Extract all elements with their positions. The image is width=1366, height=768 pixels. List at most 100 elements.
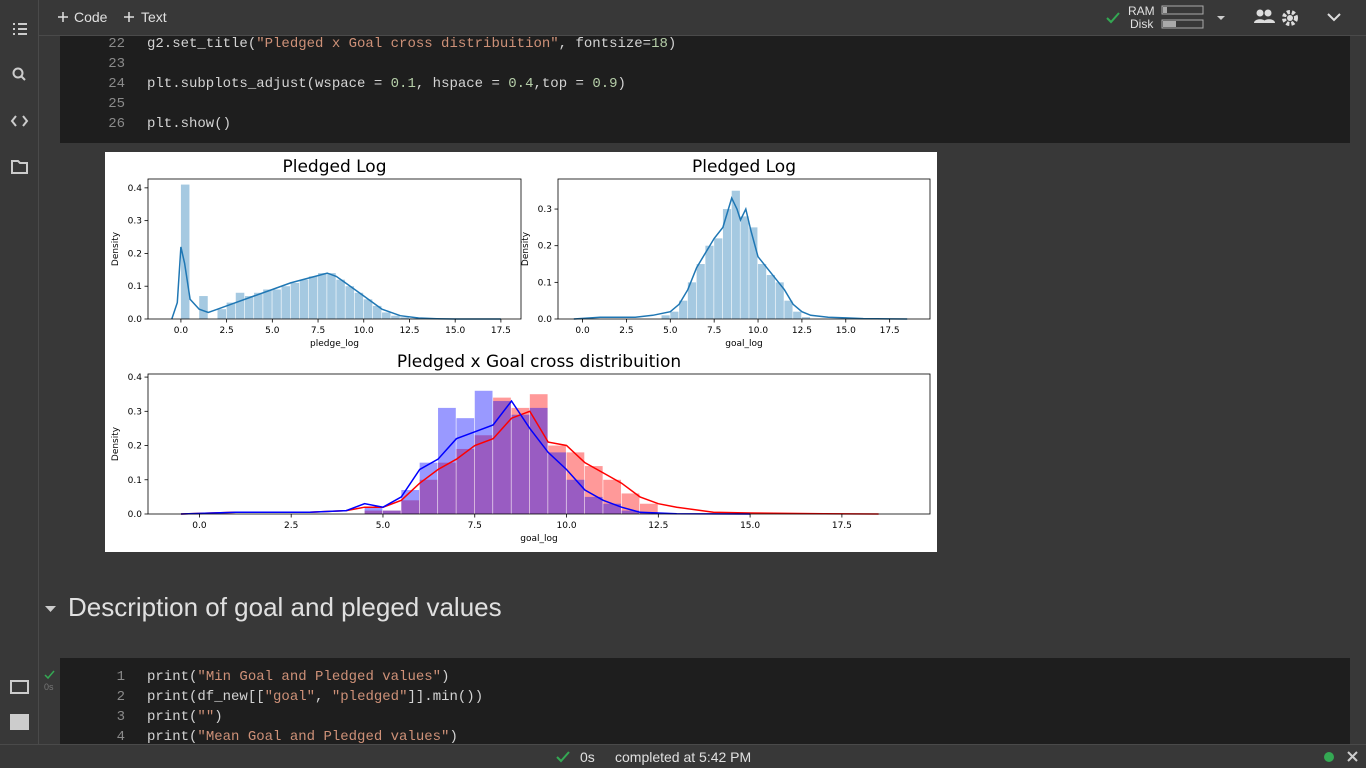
histogram-bar bbox=[784, 300, 793, 319]
line-number: 26 bbox=[108, 116, 125, 132]
chart-title: Pledged Log bbox=[692, 157, 796, 177]
histogram-bar bbox=[382, 312, 391, 319]
histogram-bar bbox=[793, 311, 802, 319]
connected-check bbox=[1106, 12, 1120, 24]
kde-line bbox=[573, 196, 908, 320]
x-axis-label: pledge_log bbox=[310, 339, 359, 349]
ram-label: RAM bbox=[1128, 4, 1155, 18]
code-line: print("Mean Goal and Pledged values") bbox=[147, 729, 458, 744]
plot-output: 0.0 2.5 5.0 7.5 10.0 12.5 15.0 17.5 0.0 0.1 0.2 0.3… bbox=[105, 152, 937, 552]
x-tick-label: 17.5 bbox=[832, 521, 852, 531]
run-check bbox=[44, 670, 55, 680]
x-tick-label: 2.5 bbox=[219, 326, 233, 336]
x-axis-label: goal_log bbox=[725, 339, 762, 349]
code-token: ) bbox=[441, 669, 450, 685]
add-text-button[interactable]: Text bbox=[141, 9, 167, 25]
toolbar: Code Text RAM Disk bbox=[39, 0, 1366, 36]
x-tick-label: 5.0 bbox=[265, 326, 280, 336]
histogram-bar bbox=[281, 286, 291, 319]
toc-icon[interactable] bbox=[13, 23, 27, 35]
histogram-bar bbox=[456, 418, 475, 514]
histogram-bar bbox=[363, 299, 373, 319]
terminal-icon[interactable] bbox=[10, 680, 29, 694]
x-tick-label: 0.0 bbox=[575, 326, 590, 336]
status-icons[interactable] bbox=[1322, 750, 1362, 764]
histogram-bar bbox=[272, 289, 281, 319]
y-tick-label: 0.2 bbox=[128, 442, 142, 452]
x-tick-label: 12.5 bbox=[399, 326, 419, 336]
y-axis-label: Density bbox=[111, 426, 121, 461]
histogram-bar bbox=[372, 305, 382, 319]
search-icon[interactable] bbox=[12, 67, 24, 79]
kde-line bbox=[180, 399, 751, 515]
histogram-bar bbox=[226, 302, 236, 319]
histogram-bar bbox=[511, 414, 530, 514]
line-number: 3 bbox=[116, 709, 125, 725]
section-heading: Description of goal and pleged values bbox=[68, 592, 502, 622]
histogram-bar bbox=[679, 300, 688, 319]
code-token: , bbox=[315, 689, 332, 705]
histogram-bar bbox=[529, 407, 548, 514]
code-token: ) bbox=[214, 709, 223, 725]
histogram-bar bbox=[705, 245, 714, 319]
histogram-bar bbox=[749, 227, 758, 319]
histogram-bar bbox=[419, 462, 438, 514]
histogram-bar bbox=[493, 401, 511, 514]
histogram-bar bbox=[687, 282, 697, 319]
files-icon[interactable] bbox=[11, 160, 28, 174]
code-token: ,top = bbox=[533, 76, 593, 92]
x-tick-label: 17.5 bbox=[491, 326, 511, 336]
code-line: print("") bbox=[147, 709, 223, 725]
console-icon[interactable] bbox=[10, 714, 29, 730]
line-number: 22 bbox=[108, 36, 125, 52]
y-tick-label: 0.1 bbox=[538, 278, 552, 288]
histogram-bar bbox=[180, 184, 190, 319]
x-tick-label: 7.5 bbox=[707, 326, 721, 336]
code-token: g2.set_title( bbox=[147, 36, 257, 52]
histogram-bar bbox=[318, 273, 327, 319]
code-token: print( bbox=[147, 709, 198, 725]
x-tick-label: 2.5 bbox=[619, 326, 633, 336]
code-icon[interactable] bbox=[10, 115, 29, 127]
x-tick-label: 15.0 bbox=[740, 521, 760, 531]
code-cell[interactable]: 22 g2.set_title("Pledged x Goal cross dis… bbox=[60, 36, 1350, 143]
code-token: 0.4 bbox=[508, 76, 534, 92]
add-code-button[interactable]: Code bbox=[74, 9, 108, 25]
line-number: 24 bbox=[108, 76, 125, 92]
histogram-bar bbox=[714, 238, 723, 319]
code-token: print(df_new[[ bbox=[147, 689, 265, 705]
resource-meters[interactable] bbox=[1161, 5, 1281, 31]
histogram-bar bbox=[254, 292, 263, 319]
histogram-bar bbox=[529, 394, 548, 514]
histogram-bar bbox=[584, 466, 603, 514]
sidebar bbox=[0, 0, 39, 744]
y-tick-label: 0.1 bbox=[128, 282, 142, 292]
histogram-bar bbox=[308, 276, 318, 319]
collapse-arrow[interactable] bbox=[44, 604, 58, 614]
histogram-bar bbox=[354, 292, 364, 319]
y-axis-label: Density bbox=[521, 231, 531, 266]
header-icons[interactable] bbox=[1254, 6, 1364, 30]
status-time: 0s bbox=[580, 749, 595, 765]
line-number: 25 bbox=[108, 96, 125, 112]
line-number: 1 bbox=[116, 669, 125, 685]
kde-line bbox=[180, 410, 879, 515]
code-token: ) bbox=[667, 36, 677, 52]
plus-icon bbox=[124, 12, 134, 22]
histogram-bar bbox=[474, 435, 493, 514]
histogram-bar bbox=[235, 292, 245, 319]
histogram-bar bbox=[621, 510, 640, 514]
histogram-bar bbox=[639, 503, 658, 514]
y-tick-label: 0.4 bbox=[128, 184, 143, 194]
axes-frame bbox=[557, 178, 931, 320]
histogram-bar bbox=[766, 275, 775, 319]
histogram-bar bbox=[566, 479, 585, 514]
code-cell[interactable]: 1 print("Min Goal and Pledged values") 2 pr… bbox=[60, 658, 1350, 744]
histogram-bar bbox=[731, 190, 740, 319]
x-tick-label: 2.5 bbox=[284, 521, 298, 531]
histogram-bar bbox=[740, 216, 749, 319]
disk-label: Disk bbox=[1130, 17, 1154, 31]
histogram-bar bbox=[438, 462, 456, 514]
x-tick-label: 10.0 bbox=[748, 326, 768, 336]
code-token: , fontsize= bbox=[558, 36, 652, 52]
